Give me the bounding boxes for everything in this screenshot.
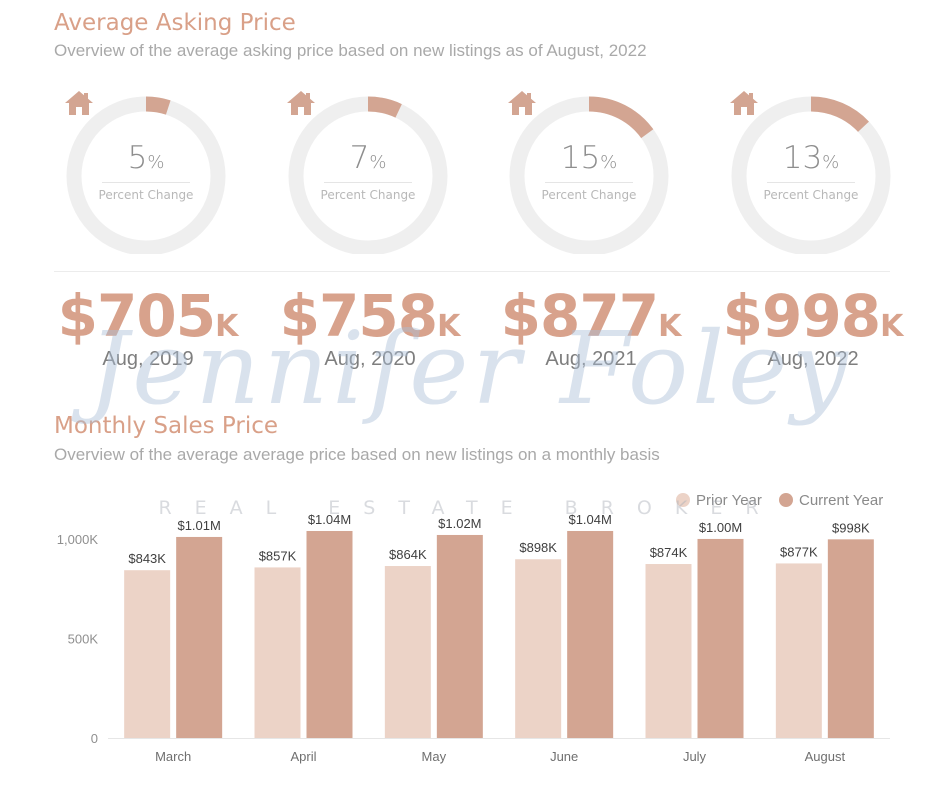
gauge-arc	[810, 96, 869, 133]
price-value: $758K	[270, 282, 470, 350]
bar-prior-year	[515, 559, 562, 738]
percent-change-value: 13%	[729, 140, 893, 176]
price-suffix: K	[880, 309, 904, 344]
bar-prior-year	[645, 564, 692, 738]
percent-unit: %	[822, 152, 840, 173]
price-value: $705K	[48, 282, 248, 350]
x-tick-label: May	[422, 749, 447, 764]
price-date: Aug, 2020	[324, 348, 416, 370]
chart-legend: Prior Year Current Year	[676, 492, 906, 514]
gauge-card: 7% Percent Change	[286, 90, 450, 260]
gauge-arc	[588, 96, 654, 139]
donut-gauge	[509, 96, 669, 254]
bar-data-label: $1.01M	[177, 518, 220, 533]
percent-change-label: Percent Change	[541, 188, 637, 202]
bar-prior-year	[384, 566, 431, 738]
x-tick-label: July	[683, 749, 707, 764]
y-tick-label: 1,000K	[57, 532, 99, 547]
price-suffix: K	[215, 309, 239, 344]
percent-change-value: 15%	[507, 140, 671, 176]
average-asking-price-title: Average Asking Price	[54, 10, 296, 36]
average-asking-price-subtitle: Overview of the average asking price bas…	[54, 41, 647, 60]
percent-number: 15	[560, 140, 601, 176]
bar-data-label: $877K	[780, 544, 818, 559]
percent-unit: %	[369, 152, 387, 173]
percent-change-label: Percent Change	[320, 188, 416, 202]
bar-prior-year	[775, 563, 822, 738]
bar-data-label: $857K	[259, 548, 297, 563]
percent-change-value: 5%	[64, 140, 228, 176]
bar-data-label: $898K	[519, 540, 557, 555]
donut-gauge	[731, 96, 891, 254]
bar-current-year	[567, 530, 614, 738]
legend-swatch	[779, 493, 793, 507]
bar-data-label: $1.04M	[568, 512, 611, 527]
legend-label: Current Year	[799, 492, 884, 509]
bar-data-label: $1.04M	[308, 512, 351, 527]
percent-change-label: Percent Change	[98, 188, 194, 202]
legend-item-current-year: Current Year	[779, 492, 883, 509]
divider	[767, 182, 855, 183]
x-tick-label: August	[805, 749, 846, 764]
bar-data-label: $998K	[832, 520, 870, 535]
bar-prior-year	[254, 567, 301, 738]
divider	[324, 182, 412, 183]
bar-data-label: $1.00M	[699, 520, 742, 535]
donut-gauge	[66, 96, 226, 254]
bar-current-year	[436, 534, 483, 738]
home-icon	[730, 91, 758, 115]
gauge-card: 5% Percent Change	[64, 90, 228, 260]
price-value: $877K	[491, 282, 691, 350]
legend-label: Prior Year	[696, 492, 762, 509]
percent-unit: %	[147, 152, 165, 173]
percent-change-label: Percent Change	[763, 188, 859, 202]
bar-data-label: $843K	[128, 551, 166, 566]
price-suffix: K	[437, 309, 461, 344]
bar-data-label: $1.02M	[438, 516, 481, 531]
price-amount: $705	[57, 282, 216, 350]
donut-gauge	[288, 96, 448, 254]
percent-change-value: 7%	[286, 140, 450, 176]
x-tick-label: April	[290, 749, 316, 764]
price-date: Aug, 2022	[767, 348, 859, 370]
section-divider	[54, 271, 890, 272]
gauge-arc	[145, 96, 171, 115]
price-suffix: K	[658, 309, 682, 344]
home-icon	[65, 91, 93, 115]
bar-current-year	[697, 538, 744, 738]
price-amount: $998	[722, 282, 881, 350]
percent-number: 7	[349, 140, 370, 176]
home-icon	[287, 91, 315, 115]
gauge-card: 13% Percent Change	[729, 90, 893, 260]
home-icon	[508, 91, 536, 115]
percent-number: 13	[782, 140, 823, 176]
price-amount: $877	[500, 282, 659, 350]
percent-unit: %	[600, 152, 618, 173]
bar-prior-year	[124, 570, 171, 738]
x-tick-label: June	[550, 749, 578, 764]
x-tick-label: March	[155, 749, 191, 764]
legend-item-prior-year: Prior Year	[676, 492, 762, 509]
bar-current-year	[306, 530, 353, 738]
percent-number: 5	[127, 140, 148, 176]
price-date: Aug, 2019	[102, 348, 194, 370]
bar-data-label: $874K	[650, 545, 688, 560]
price-amount: $758	[279, 282, 438, 350]
divider	[545, 182, 633, 183]
y-tick-label: 500K	[68, 631, 99, 646]
price-date: Aug, 2021	[545, 348, 637, 370]
y-tick-label: 0	[91, 731, 98, 746]
divider	[102, 182, 190, 183]
bar-current-year	[827, 539, 874, 738]
legend-swatch	[676, 493, 690, 507]
gauge-arc	[367, 96, 402, 118]
bar-data-label: $864K	[389, 547, 427, 562]
monthly-sales-price-title: Monthly Sales Price	[54, 413, 279, 439]
bar-current-year	[176, 536, 223, 738]
price-value: $998K	[713, 282, 913, 350]
monthly-sales-price-subtitle: Overview of the average average price ba…	[54, 445, 660, 464]
gauge-card: 15% Percent Change	[507, 90, 671, 260]
